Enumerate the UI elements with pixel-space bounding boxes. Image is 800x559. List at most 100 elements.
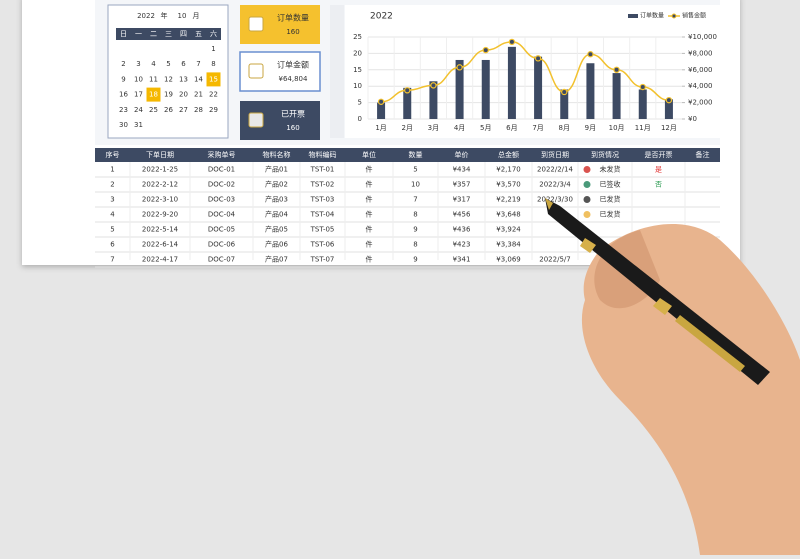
line-point: [404, 87, 411, 94]
table-cell: DOC-03: [208, 196, 235, 204]
day: 27: [179, 106, 188, 114]
table-cell: 1: [110, 166, 114, 174]
table-cell: ¥3,924: [496, 226, 521, 234]
day: 14: [194, 75, 203, 83]
x-tick-label: 8月: [559, 124, 570, 132]
table-cell: ¥3,570: [496, 181, 521, 189]
day: 11: [149, 75, 158, 83]
table-cell: ¥423: [453, 241, 471, 249]
day: 30: [119, 121, 128, 129]
table-cell: 件: [366, 195, 373, 204]
line-point: [587, 51, 594, 58]
y2-tick-label: ¥8,000: [688, 49, 713, 57]
table-cell: 产品07: [265, 255, 288, 264]
x-tick-label: 9月: [585, 124, 596, 132]
day: 5: [166, 60, 170, 68]
table-cell: 2: [110, 181, 114, 189]
weekday-bar: [116, 28, 221, 40]
line-point: [561, 88, 568, 96]
table-cell: ¥3,648: [496, 211, 521, 219]
x-tick-label: 6月: [506, 124, 517, 132]
table-cell: ¥357: [453, 181, 471, 189]
weekday: 六: [210, 29, 217, 38]
day: 25: [149, 106, 158, 114]
bar: [481, 59, 490, 119]
x-tick-label: 3月: [428, 124, 439, 132]
weekday: 三: [165, 30, 172, 38]
day: 31: [134, 121, 143, 129]
table-cell: 已发货: [600, 195, 621, 204]
table-cell: 是: [655, 166, 662, 174]
pen-ring: [653, 298, 672, 315]
bar: [534, 56, 543, 119]
table-cell: 产品03: [265, 195, 288, 204]
y-tick-label: 25: [353, 33, 362, 41]
card-label: 订单金额: [277, 60, 309, 70]
card-value: 160: [286, 28, 299, 36]
table-cell: TST-01: [310, 166, 335, 174]
x-tick-label: 11月: [635, 124, 651, 132]
table-cell: TST-07: [310, 256, 335, 264]
weekday: 一: [135, 30, 142, 38]
bar: [403, 87, 412, 119]
table-cell: 已签收: [600, 180, 621, 189]
table-cell: 未发货: [600, 165, 621, 174]
table-cell: 5: [413, 166, 417, 174]
table-header: 序号: [106, 150, 120, 159]
day: 12: [164, 75, 173, 83]
table-cell: 件: [366, 165, 373, 174]
table-cell: 产品06: [265, 240, 288, 249]
table-cell: 5: [110, 226, 114, 234]
table-cell: 件: [366, 180, 373, 189]
table-header: 采购单号: [208, 150, 236, 159]
table-cell: TST-03: [310, 196, 335, 204]
day: 8: [211, 60, 215, 68]
legend-swatch: [628, 14, 638, 18]
y-tick-label: 0: [358, 115, 362, 123]
table-cell: ¥2,170: [496, 166, 521, 174]
table-cell: 2022-4-17: [142, 256, 178, 264]
day: 17: [134, 91, 143, 99]
table-header: 下单日期: [146, 150, 174, 159]
day: 18: [149, 91, 158, 99]
table-cell: 9: [413, 256, 417, 264]
hand-with-pen: [545, 198, 800, 555]
pen-ring: [580, 238, 596, 253]
y-tick-label: 5: [358, 99, 362, 107]
line-point: [534, 55, 542, 62]
bar: [638, 89, 647, 119]
day: 1: [211, 45, 215, 53]
legend-label: 订单数量: [640, 12, 664, 20]
day: 7: [196, 60, 200, 68]
line-point: [508, 38, 516, 46]
day: 4: [151, 60, 156, 68]
line-point: [482, 46, 489, 54]
table-header: 单价: [455, 150, 469, 159]
calendar-box: [107, 4, 229, 139]
table-header: 是否开票: [645, 151, 673, 159]
bar: [664, 99, 673, 119]
status-dot: [583, 181, 591, 188]
card-value: 160: [286, 124, 299, 132]
legend-label: 销售金额: [682, 12, 706, 20]
table-cell: 产品02: [265, 180, 288, 189]
table-cell: 7: [110, 256, 114, 264]
day: 23: [119, 106, 128, 114]
status-dot: [583, 166, 591, 173]
table-cell: 产品04: [265, 210, 288, 219]
y-tick-label: 15: [353, 66, 362, 74]
y2-tick-label: ¥2,000: [688, 99, 713, 107]
line-point: [639, 83, 646, 91]
table-cell: 2022/3/30: [537, 196, 573, 204]
table-header: 物料编码: [309, 150, 337, 159]
table-cell: 6: [110, 241, 115, 249]
table-cell: 件: [366, 255, 373, 264]
hand: [581, 223, 800, 555]
table-cell: 4: [110, 211, 115, 219]
x-tick-label: 5月: [480, 124, 491, 132]
table-header: 数量: [409, 150, 423, 159]
table-cell: TST-02: [310, 181, 335, 189]
day: 10: [134, 75, 143, 83]
line-point: [613, 66, 620, 74]
bar: [612, 73, 621, 119]
